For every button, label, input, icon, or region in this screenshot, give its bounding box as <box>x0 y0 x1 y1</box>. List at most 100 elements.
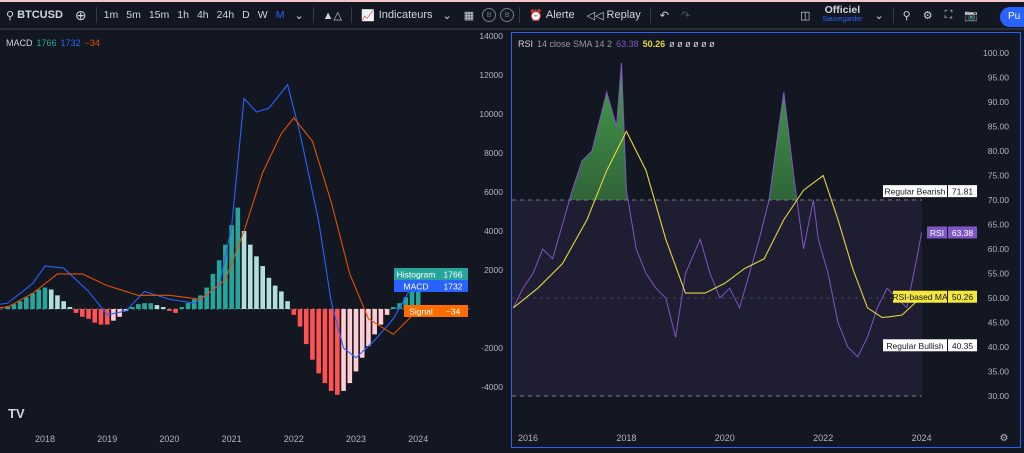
redo-button[interactable]: ↷ <box>675 2 696 28</box>
rsi-label-bg <box>927 226 947 239</box>
histogram-bar <box>384 309 390 315</box>
histogram-bar <box>160 307 166 309</box>
macd-pane[interactable]: 14000 12000 10000 8000 6000 4000 2000 -2000 -400… <box>0 31 510 448</box>
histogram-bar <box>55 295 60 309</box>
rsi-pane[interactable]: 100.00 95.00 90.00 85.00 80.00 75.00 70.00 65.0… <box>511 32 1021 448</box>
timeframe-M[interactable]: M <box>275 9 285 21</box>
histogram-bar <box>279 291 284 309</box>
chevron-down-icon: ⌄ <box>874 9 884 22</box>
redo-icon: ↷ <box>681 9 691 22</box>
histogram-bar <box>347 309 353 384</box>
quick-search-button[interactable]: ⚲ <box>897 2 917 28</box>
signal-label: Signal <box>404 305 438 317</box>
layout-button[interactable]: ◫ <box>794 2 816 28</box>
layout-save[interactable]: Officiel Sauvegarder <box>822 4 863 23</box>
histogram-bar <box>92 309 98 323</box>
timeframe-4h[interactable]: 4h <box>196 9 209 21</box>
y-tick-label: 90.00 <box>988 97 1010 107</box>
histogram-bar <box>191 299 197 309</box>
bullish-label-text: Regular Bullish <box>886 341 943 351</box>
y-tick-label: 75.00 <box>988 171 1010 181</box>
symbol-search[interactable]: ⚲ BTCUSD <box>6 9 63 22</box>
bullish-value: 40.35 <box>948 339 977 352</box>
settings-gear-icon: ⚙ <box>1000 433 1009 444</box>
histogram-bar <box>310 309 315 360</box>
settings-button[interactable]: ⚙ <box>917 2 939 28</box>
timeframe-D[interactable]: D <box>242 9 250 21</box>
divider <box>95 7 97 23</box>
timeframe-24h[interactable]: 24h <box>216 9 235 21</box>
histogram-bar <box>285 301 290 309</box>
fullscreen-button[interactable]: ⛶ <box>939 2 959 28</box>
timeframe-dropdown[interactable]: ⌄ <box>288 2 309 28</box>
rsi-ma-value: 50.26 <box>948 290 977 303</box>
bullish-label-bg <box>883 339 947 352</box>
y-tick-label: -2000 <box>481 343 503 353</box>
rsi-ma-label-bg <box>893 290 947 303</box>
timeframe-5m[interactable]: 5m <box>126 9 141 21</box>
chevron-down-icon: ⌄ <box>442 9 452 22</box>
macd-legend-name: MACD <box>6 38 33 48</box>
screenshot-button[interactable]: 📷 <box>958 2 984 28</box>
divider <box>351 7 353 23</box>
histogram-bar <box>247 244 253 309</box>
y-tick-label: 35.00 <box>988 367 1010 377</box>
timeframe-15m[interactable]: 15m <box>148 9 170 21</box>
histogram-bar <box>98 309 104 325</box>
alarm-clock-icon: ⏰ <box>529 9 543 22</box>
histogram-bar <box>129 307 135 309</box>
replay-button[interactable]: ◁◁ Replay <box>586 9 641 22</box>
rsi-ma-label-text: RSI-based MA <box>892 292 948 302</box>
layout-dropdown[interactable]: ⌄ <box>868 2 889 28</box>
chevron-down-icon: ⌄ <box>294 9 304 22</box>
histogram-bar <box>204 287 210 309</box>
histogram-bar <box>11 304 17 309</box>
undo-button[interactable]: ↶ <box>654 2 675 28</box>
publish-button[interactable]: Pu <box>1000 7 1024 27</box>
timeframe-1m[interactable]: 1m <box>103 9 119 21</box>
bullish-value-text: 40.35 <box>952 341 974 351</box>
histogram-bar <box>266 277 272 309</box>
y-tick-label: 12000 <box>479 70 503 80</box>
histogram-bar <box>30 293 35 309</box>
y-tick-label: 70.00 <box>988 195 1010 205</box>
grid-icon: ▦ <box>463 9 475 22</box>
histogram-bar <box>117 309 122 317</box>
compare-button[interactable]: ⊕ <box>69 2 93 28</box>
rsi-ma-value-bg <box>948 290 977 303</box>
histogram-bar <box>391 307 396 309</box>
histogram-bar <box>372 309 377 335</box>
timeframe-W[interactable]: W <box>257 9 268 21</box>
histogram-bar <box>359 309 365 358</box>
histogram-bar <box>235 207 241 309</box>
histogram-bar <box>254 256 259 309</box>
y-tick-label: 45.00 <box>988 318 1010 328</box>
x-tick-label: 2016 <box>518 433 538 443</box>
indicators-button[interactable]: 📈 Indicateurs ⌄ <box>361 9 452 22</box>
histogram-bar <box>328 309 334 391</box>
x-tick-label: 2024 <box>408 434 428 444</box>
alert-button[interactable]: ⏰ Alerte <box>529 9 575 22</box>
divider <box>649 7 651 23</box>
histogram-bar <box>67 307 73 309</box>
badge-b-2[interactable]: B <box>500 8 515 22</box>
rsi-ma-label: RSI-based MA <box>892 290 948 303</box>
templates-button[interactable]: ▦ <box>458 2 480 28</box>
macd-value-text: 1732 <box>444 282 463 292</box>
signal-line <box>0 117 419 336</box>
chart-type-button[interactable]: ▲△ <box>317 2 348 28</box>
histogram-bar <box>272 285 278 309</box>
y-tick-label: 14000 <box>479 32 503 41</box>
timeframe-1h[interactable]: 1h <box>177 9 189 21</box>
camera-icon: 📷 <box>964 9 978 22</box>
badge-b-1[interactable]: B <box>482 8 497 22</box>
fullscreen-icon: ⛶ <box>944 8 953 21</box>
histogram-bar <box>142 303 147 309</box>
bearish-value-text: 71.81 <box>952 187 974 197</box>
search-icon: ⚲ <box>6 9 15 22</box>
x-tick-label: 2022 <box>813 433 833 443</box>
histogram-bar <box>80 309 85 317</box>
top-accent-line <box>0 0 1024 2</box>
histogram-bar <box>353 309 359 372</box>
rsi-legend-params: 14 close SMA 14 2 <box>537 39 613 49</box>
